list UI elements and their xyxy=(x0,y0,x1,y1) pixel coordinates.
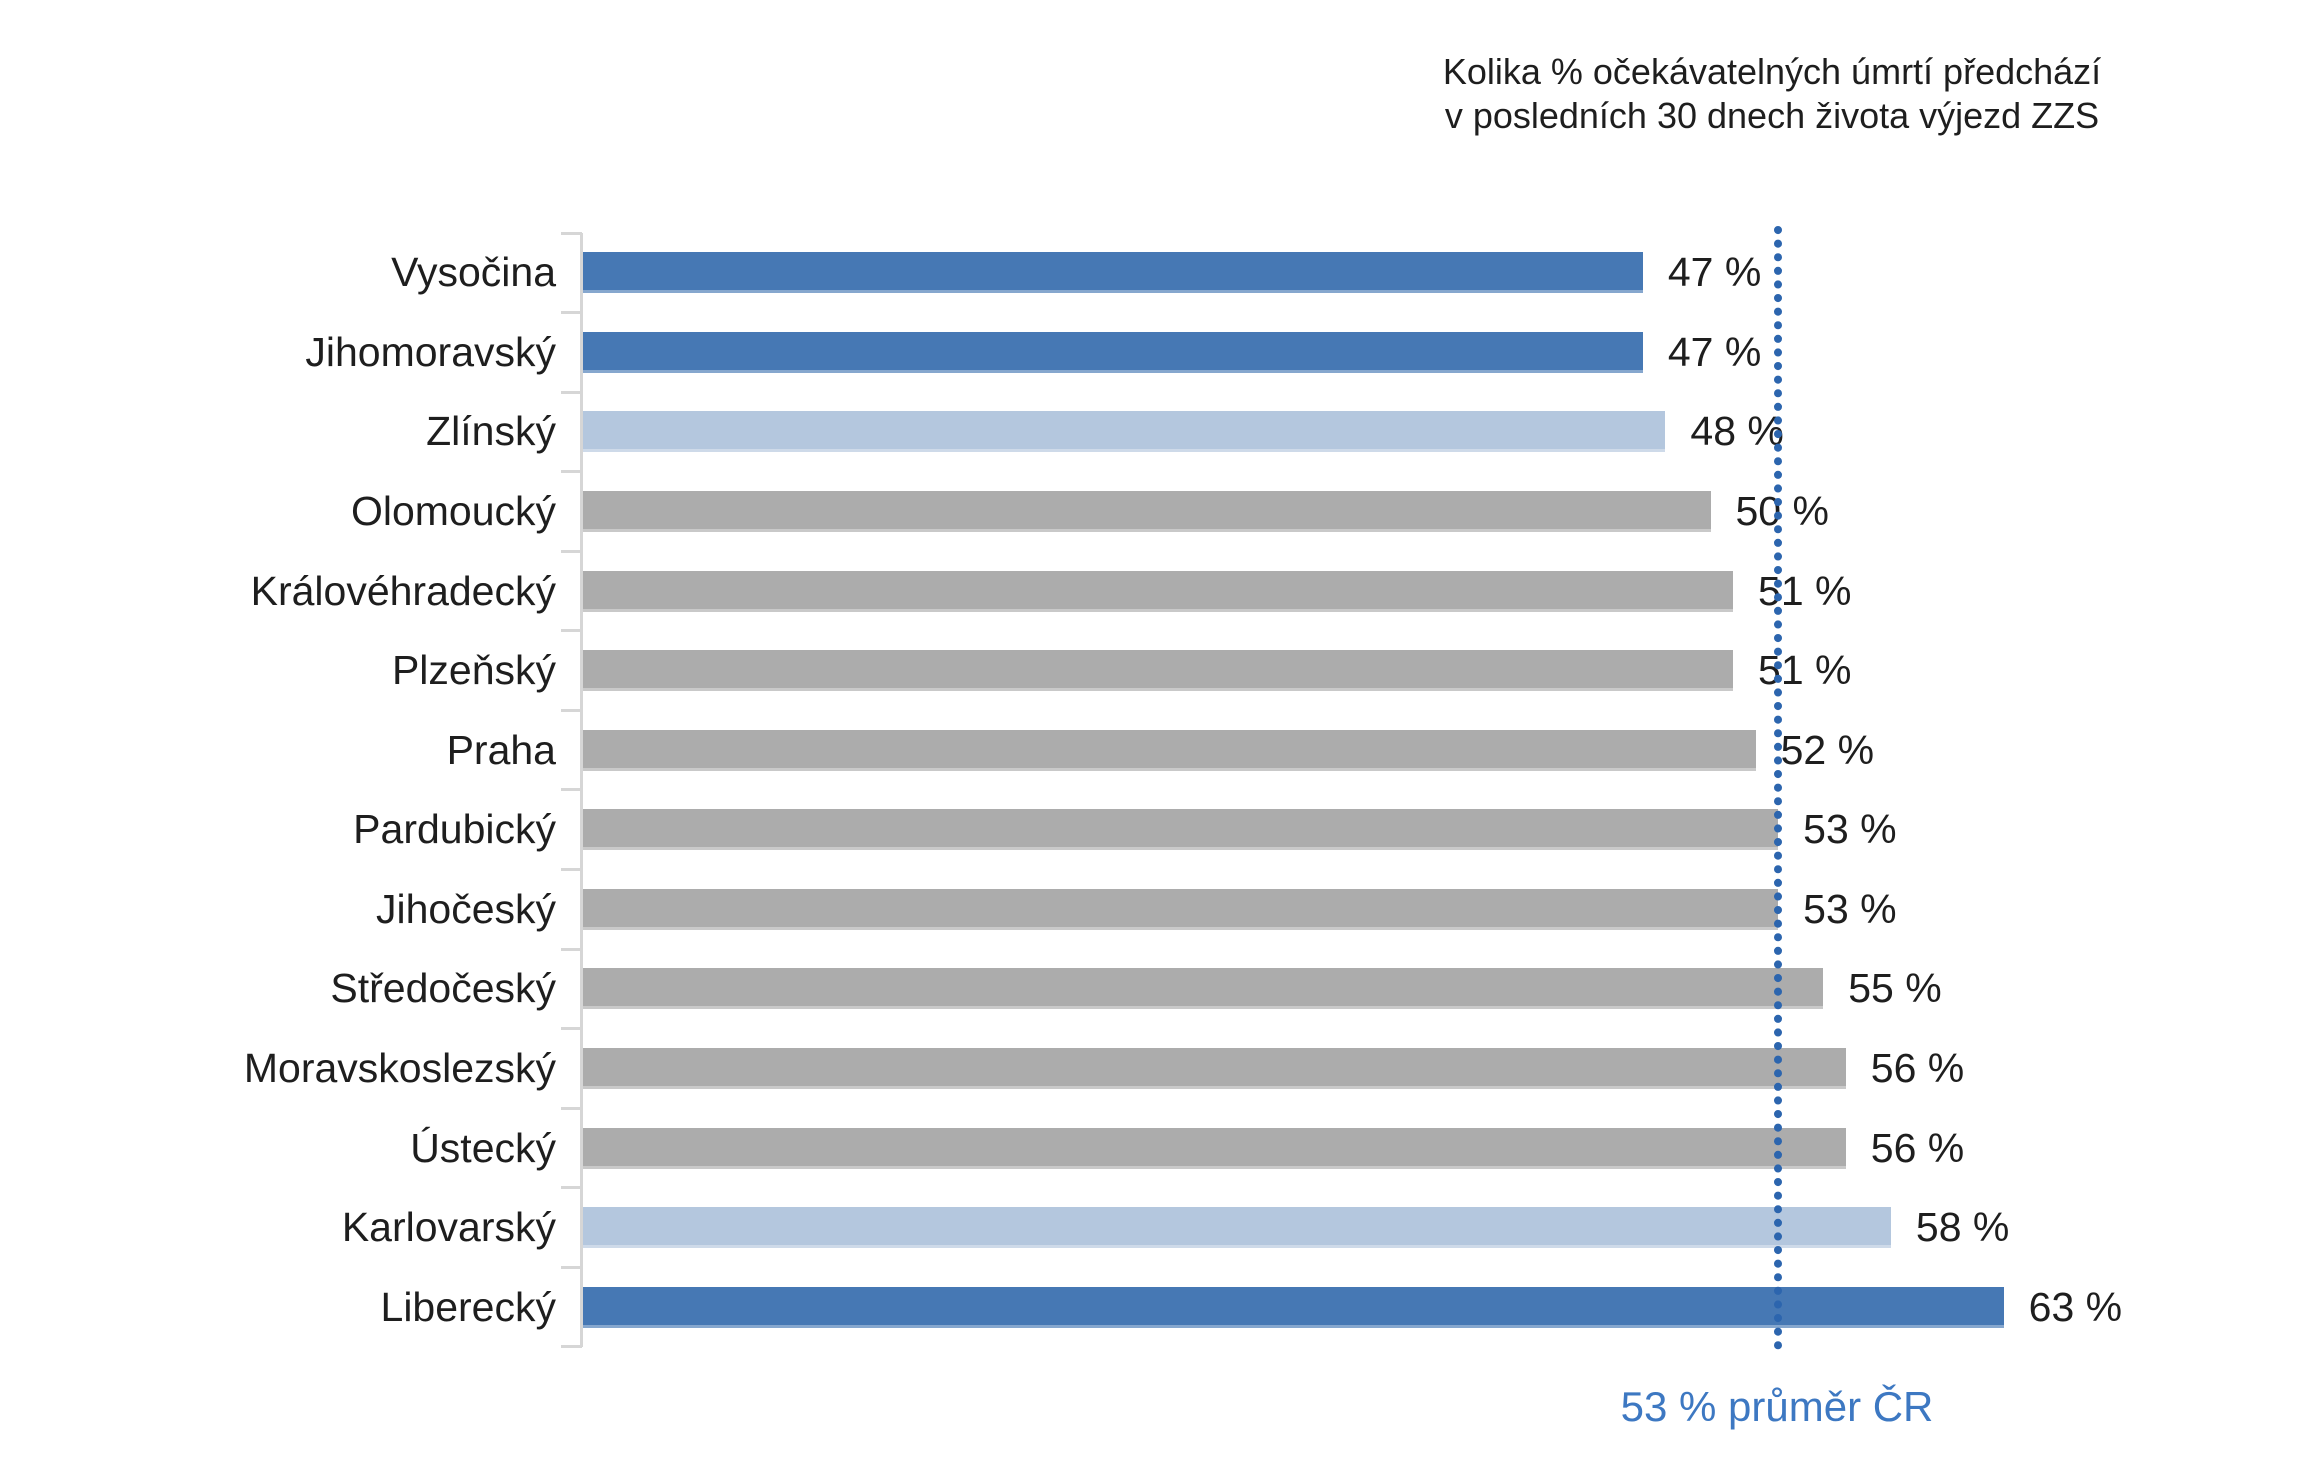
bar xyxy=(583,1207,1891,1249)
value-label: 56 % xyxy=(1870,1044,1965,1091)
category-label: Ústecký xyxy=(410,1124,556,1171)
value-label: 63 % xyxy=(2028,1283,2123,1330)
bar-row: Liberecký 63 % xyxy=(0,1267,2299,1347)
value-label: 47 % xyxy=(1667,328,1762,375)
bar xyxy=(583,252,1643,294)
bar xyxy=(583,1127,1846,1169)
bar-row: Jihomoravský 47 % xyxy=(0,313,2299,393)
value-label: 53 % xyxy=(1803,806,1897,853)
axis-tick xyxy=(561,1027,582,1031)
bar-row: Olomoucký 50 % xyxy=(0,472,2299,552)
value-label: 56 % xyxy=(1870,1124,1965,1171)
bar xyxy=(583,968,1824,1010)
category-label: Plzeňský xyxy=(391,647,556,694)
bar-row: Ústecký 56 % xyxy=(0,1108,2299,1188)
category-label: Pardubický xyxy=(353,806,556,853)
axis-tick xyxy=(561,629,582,633)
average-label: 53 % průměr ČR xyxy=(1620,1383,1934,1430)
category-label: Karlovarský xyxy=(341,1204,556,1251)
axis-tick xyxy=(561,1345,582,1349)
axis-tick xyxy=(561,788,582,792)
axis-tick xyxy=(561,868,582,872)
value-label: 52 % xyxy=(1780,726,1875,773)
chart-title-line1: Kolika % očekávatelných úmrtí předchází xyxy=(1442,51,2102,92)
value-label: 55 % xyxy=(1848,965,1942,1012)
bar xyxy=(583,490,1711,532)
axis-tick xyxy=(561,708,582,712)
axis-tick xyxy=(561,311,582,315)
category-label: Jihočeský xyxy=(375,885,556,932)
bar-row: Praha 52 % xyxy=(0,710,2299,790)
chart-title: Kolika % očekávatelných úmrtí předchází … xyxy=(1443,50,2101,138)
chart-title-line2: v posledních 30 dnech života výjezd ZZS xyxy=(1444,95,2100,136)
value-label: 50 % xyxy=(1735,487,1829,534)
bar xyxy=(583,888,1779,930)
category-label: Olomoucký xyxy=(350,487,556,534)
value-label: 51 % xyxy=(1758,647,1852,694)
bar-row: Jihočeský 53 % xyxy=(0,870,2299,950)
bar-row: Vysočina 47 % xyxy=(0,233,2299,313)
category-label: Zlínský xyxy=(426,408,556,455)
category-label: Královéhradecký xyxy=(250,567,556,614)
bar xyxy=(583,1047,1846,1089)
value-label: 51 % xyxy=(1758,567,1852,614)
value-label: 58 % xyxy=(1915,1204,2010,1251)
category-label: Středočeský xyxy=(330,965,556,1012)
axis-tick xyxy=(561,470,582,474)
axis-tick xyxy=(561,1106,582,1110)
axis-tick xyxy=(561,390,582,394)
category-label: Praha xyxy=(446,726,556,773)
value-label: 53 % xyxy=(1803,885,1897,932)
value-label: 48 % xyxy=(1690,408,1784,455)
bar-row: Středočeský 55 % xyxy=(0,949,2299,1029)
axis-tick xyxy=(561,1265,582,1269)
category-label: Jihomoravský xyxy=(305,328,556,375)
category-label: Moravskoslezský xyxy=(243,1044,556,1091)
bar-row: Královéhradecký 51 % xyxy=(0,551,2299,631)
bar-row: Zlínský 48 % xyxy=(0,392,2299,472)
category-label: Vysočina xyxy=(391,249,556,296)
bar xyxy=(583,331,1643,373)
bar xyxy=(583,729,1756,771)
bar xyxy=(583,809,1779,851)
bar xyxy=(583,1286,2004,1328)
axis-tick xyxy=(561,231,582,235)
value-label: 47 % xyxy=(1667,249,1762,296)
category-label: Liberecký xyxy=(380,1283,556,1330)
bar-row: Pardubický 53 % xyxy=(0,790,2299,870)
axis-tick xyxy=(561,549,582,553)
axis-tick xyxy=(561,947,582,951)
bar xyxy=(583,411,1666,453)
bar-row: Plzeňský 51 % xyxy=(0,631,2299,711)
bar-row: Karlovarský 58 % xyxy=(0,1188,2299,1268)
bar xyxy=(583,570,1734,612)
axis-tick xyxy=(561,1186,582,1190)
bar-row: Moravskoslezský 56 % xyxy=(0,1029,2299,1109)
bar xyxy=(583,650,1734,692)
